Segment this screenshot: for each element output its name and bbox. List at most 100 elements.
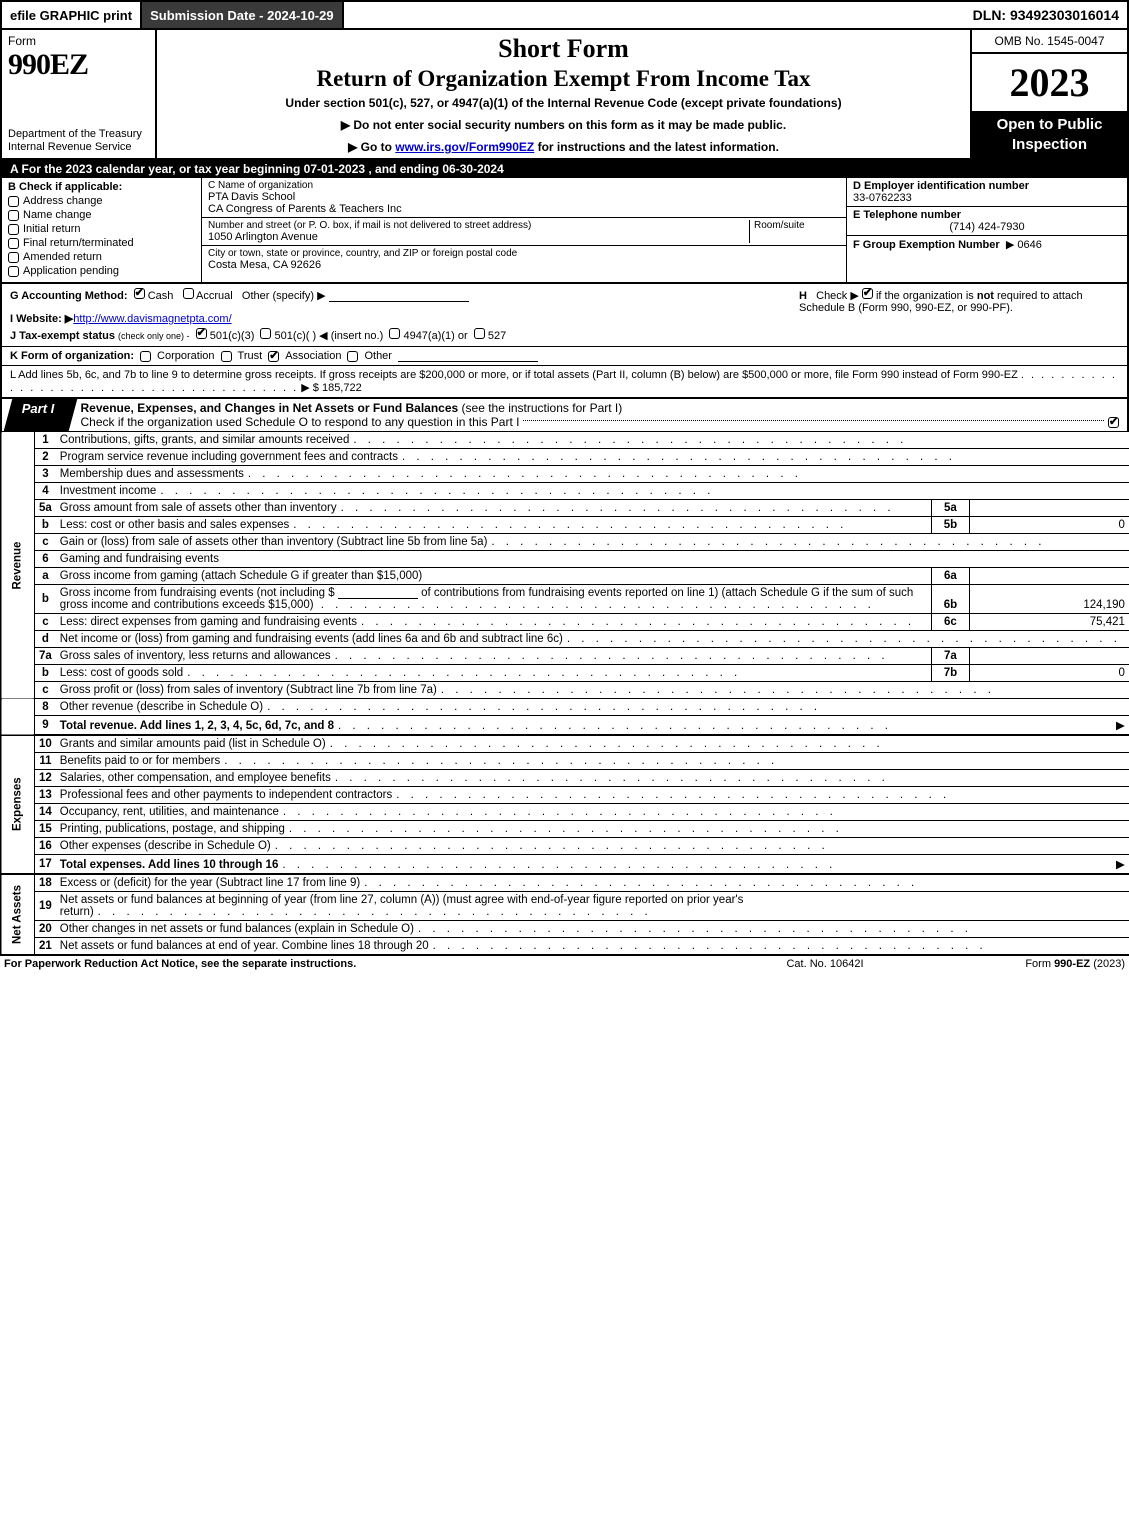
checkbox-schedule-o[interactable] — [1108, 417, 1119, 428]
checkbox-cash[interactable] — [134, 288, 145, 299]
sub-box-label: 6a — [931, 568, 969, 585]
sub-box-value: 0 — [969, 517, 1129, 534]
org-name-1: PTA Davis School — [208, 191, 840, 203]
line-desc: Less: direct expenses from gaming and fu… — [60, 616, 357, 628]
line-num: 20 — [35, 921, 56, 938]
checkbox-trust[interactable] — [221, 351, 232, 362]
line-num: 16 — [35, 838, 56, 855]
checkbox-name-change[interactable] — [8, 210, 19, 221]
line-desc: Contributions, gifts, grants, and simila… — [60, 434, 350, 446]
checkbox-final-return[interactable] — [8, 238, 19, 249]
irs-link[interactable]: www.irs.gov/Form990EZ — [395, 140, 534, 154]
line-desc: Other changes in net assets or fund bala… — [60, 923, 414, 935]
line-desc: Program service revenue including govern… — [60, 451, 398, 463]
checkbox-association[interactable] — [268, 351, 279, 362]
side-expenses: Expenses — [1, 735, 35, 874]
checkbox-H[interactable] — [862, 288, 873, 299]
return-title: Return of Organization Exempt From Incom… — [165, 66, 962, 92]
checkbox-501c[interactable] — [260, 328, 271, 339]
paperwork-notice: For Paperwork Reduction Act Notice, see … — [4, 958, 725, 970]
line-num: 15 — [35, 821, 56, 838]
line-num: a — [35, 568, 56, 585]
line-num: b — [35, 665, 56, 682]
line-num: 18 — [35, 874, 56, 892]
checkbox-amended-return[interactable] — [8, 252, 19, 263]
line-desc: Benefits paid to or for members — [60, 755, 220, 767]
street-label: Number and street (or P. O. box, if mail… — [208, 220, 745, 231]
checkbox-initial-return[interactable] — [8, 224, 19, 235]
website-link[interactable]: http://www.davismagnetpta.com/ — [73, 313, 231, 325]
checkbox-corporation[interactable] — [140, 351, 151, 362]
line-num: 10 — [35, 735, 56, 753]
sub-box-value — [969, 500, 1129, 517]
line-num: 7a — [35, 648, 56, 665]
chk-label: Final return/terminated — [23, 237, 134, 249]
sub-box-label: 7b — [931, 665, 969, 682]
line-desc: Total revenue. Add lines 1, 2, 3, 4, 5c,… — [60, 720, 334, 732]
donot-line: ▶ Do not enter social security numbers o… — [165, 118, 962, 132]
header-right: OMB No. 1545-0047 2023 Open to Public In… — [972, 30, 1127, 158]
cat-no: Cat. No. 10642I — [725, 958, 925, 970]
line-desc: Professional fees and other payments to … — [60, 789, 392, 801]
city-value: Costa Mesa, CA 92626 — [208, 259, 840, 271]
omb-number: OMB No. 1545-0047 — [972, 30, 1127, 54]
part1-header: Part I Revenue, Expenses, and Changes in… — [0, 399, 1129, 432]
line-num: b — [35, 585, 56, 614]
checkbox-other-org[interactable] — [347, 351, 358, 362]
line-desc: Net income or (loss) from gaming and fun… — [60, 633, 563, 645]
checkbox-accrual[interactable] — [183, 288, 194, 299]
line-desc: Occupancy, rent, utilities, and maintena… — [60, 806, 279, 818]
line-num: 17 — [35, 855, 56, 875]
other-specify-blank — [329, 290, 469, 302]
line-num: d — [35, 631, 56, 648]
chk-label: Name change — [23, 209, 92, 221]
under-section: Under section 501(c), 527, or 4947(a)(1)… — [165, 96, 962, 110]
checkbox-application-pending[interactable] — [8, 266, 19, 277]
form-number: 990EZ — [8, 48, 149, 82]
open-to-public: Open to Public Inspection — [972, 111, 1127, 158]
section-K: K Form of organization: Corporation Trus… — [0, 347, 1129, 366]
line-desc: Gross amount from sale of assets other t… — [60, 502, 337, 514]
checkbox-4947[interactable] — [389, 328, 400, 339]
section-DEF: D Employer identification number 33-0762… — [847, 178, 1127, 282]
other-org-blank — [398, 350, 538, 362]
line-desc: Printing, publications, postage, and shi… — [60, 823, 285, 835]
E-label: E Telephone number — [853, 209, 1121, 221]
form-ref: Form 990-EZ (2023) — [925, 958, 1125, 970]
line-desc: Excess or (deficit) for the year (Subtra… — [60, 877, 360, 889]
sub-box-value: 0 — [969, 665, 1129, 682]
efile-graphic-print[interactable]: efile GRAPHIC print — [2, 2, 142, 28]
line-num: 19 — [35, 892, 56, 921]
sub-box-label: 6c — [931, 614, 969, 631]
sub-box-value — [969, 568, 1129, 585]
line-num: 11 — [35, 753, 56, 770]
K-label: K Form of organization: — [10, 350, 134, 362]
sub-box-label: 6b — [931, 585, 969, 614]
line-num: 8 — [35, 699, 56, 716]
C-name-label: C Name of organization — [208, 180, 840, 191]
topbar: efile GRAPHIC print Submission Date - 20… — [0, 0, 1129, 28]
section-GH: G Accounting Method: Cash Accrual Other … — [0, 284, 1129, 347]
arrow-icon: ▶ — [1116, 857, 1125, 871]
section-CDEF: C Name of organization PTA Davis School … — [202, 178, 1127, 282]
checkbox-501c3[interactable] — [196, 328, 207, 339]
line-desc: Grants and similar amounts paid (list in… — [60, 738, 326, 750]
G-label: G Accounting Method: — [10, 290, 128, 302]
sub-box-value: 75,421 — [969, 614, 1129, 631]
part1-label: Part I — [4, 399, 77, 431]
line-num: 3 — [35, 466, 56, 483]
form-header: Form 990EZ Department of the Treasury In… — [0, 28, 1129, 160]
line-num: 2 — [35, 449, 56, 466]
arrow-icon: ▶ — [1006, 239, 1014, 251]
line-num: 1 — [35, 432, 56, 449]
chk-label: Address change — [23, 195, 103, 207]
F-label: F Group Exemption Number — [853, 239, 1000, 251]
chk-label: Amended return — [23, 251, 102, 263]
line-desc: Investment income — [60, 485, 157, 497]
header-left: Form 990EZ Department of the Treasury In… — [2, 30, 157, 158]
checkbox-527[interactable] — [474, 328, 485, 339]
line-num: 13 — [35, 787, 56, 804]
checkbox-address-change[interactable] — [8, 196, 19, 207]
header-middle: Short Form Return of Organization Exempt… — [157, 30, 972, 158]
sub-box-value: 124,190 — [969, 585, 1129, 614]
